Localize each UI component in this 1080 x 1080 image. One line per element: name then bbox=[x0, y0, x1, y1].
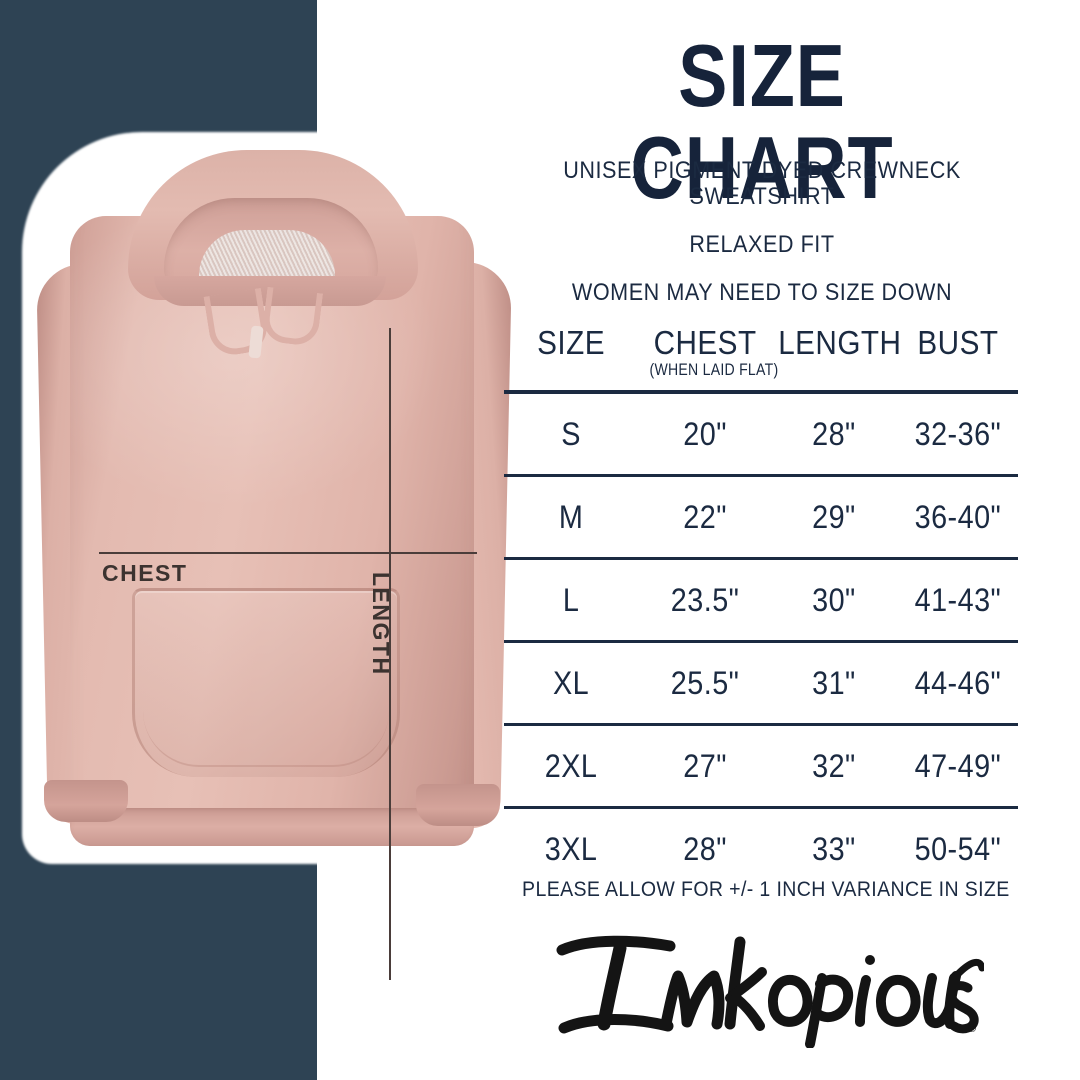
length-measure-label: LENGTH bbox=[368, 572, 394, 676]
table-header-row: SIZE CHEST (WHEN LAID FLAT) LENGTH BUST bbox=[504, 318, 1020, 390]
chart-content: SIZE CHART UNISEX PIGMENT DYED CREWNECK … bbox=[504, 0, 1020, 1080]
row-m-bust: 36-40" bbox=[914, 498, 1002, 535]
table-row: 3XL 28" 33" 50-54" bbox=[504, 809, 1020, 889]
row-3xl-size: 3XL bbox=[544, 830, 598, 867]
subtitle-block: UNISEX PIGMENT DYED CREWNECK SWEATSHIRT … bbox=[504, 158, 1020, 328]
row-m-chest: 22" bbox=[683, 498, 728, 535]
subtitle-advice: WOMEN MAY NEED TO SIZE DOWN bbox=[571, 279, 953, 306]
subtitle-fit: RELAXED FIT bbox=[689, 231, 835, 258]
brand-logo: ® Inkopious bbox=[544, 928, 984, 1048]
table-rule-header bbox=[504, 390, 1018, 394]
header-chest-label: CHEST bbox=[653, 324, 757, 361]
row-l-size: L bbox=[562, 581, 580, 618]
variance-note: PLEASE ALLOW FOR +/- 1 INCH VARIANCE IN … bbox=[522, 878, 1010, 901]
subtitle-product: UNISEX PIGMENT DYED CREWNECK SWEATSHIRT bbox=[563, 157, 961, 210]
neck-band bbox=[154, 276, 386, 306]
table-rule-4 bbox=[504, 723, 1018, 726]
product-photo: CHEST LENGTH bbox=[14, 128, 539, 980]
hoodie-illustration bbox=[36, 144, 512, 852]
table-row: S 20" 28" 32-36" bbox=[504, 394, 1020, 474]
row-2xl-length: 32" bbox=[812, 747, 857, 784]
row-xl-size: XL bbox=[553, 664, 590, 701]
row-l-chest: 23.5" bbox=[670, 581, 740, 618]
row-m-size: M bbox=[558, 498, 584, 535]
table-rule-2 bbox=[504, 557, 1018, 560]
row-xl-bust: 44-46" bbox=[914, 664, 1002, 701]
length-measure-line bbox=[389, 328, 391, 980]
row-2xl-bust: 47-49" bbox=[914, 747, 1002, 784]
table-row: L 23.5" 30" 41-43" bbox=[504, 560, 1020, 640]
cuff-left bbox=[44, 780, 128, 822]
cuff-right bbox=[416, 784, 500, 826]
row-xl-chest: 25.5" bbox=[670, 664, 740, 701]
kangaroo-pocket bbox=[132, 588, 400, 777]
table-row: M 22" 29" 36-40" bbox=[504, 477, 1020, 557]
row-3xl-length: 33" bbox=[812, 830, 857, 867]
chest-measure-line bbox=[99, 552, 477, 554]
chest-measure-label: CHEST bbox=[102, 560, 188, 586]
header-chest: CHEST (WHEN LAID FLAT) bbox=[645, 318, 779, 379]
table-row: 2XL 27" 32" 47-49" bbox=[504, 726, 1020, 806]
garment-body bbox=[70, 216, 474, 846]
page-title: SIZE CHART bbox=[630, 26, 894, 217]
registered-trademark-symbol: ® bbox=[968, 1023, 976, 1035]
table-rule-5 bbox=[504, 806, 1018, 809]
table-rule-3 bbox=[504, 640, 1018, 643]
size-table: SIZE CHEST (WHEN LAID FLAT) LENGTH BUST … bbox=[504, 318, 1020, 889]
row-s-bust: 32-36" bbox=[914, 415, 1002, 452]
table-rule-1 bbox=[504, 474, 1018, 477]
row-3xl-chest: 28" bbox=[683, 830, 728, 867]
hem-band bbox=[70, 808, 474, 846]
row-l-bust: 41-43" bbox=[914, 581, 1002, 618]
header-chest-subnote: (WHEN LAID FLAT) bbox=[649, 360, 779, 379]
header-size: SIZE bbox=[537, 324, 605, 361]
header-bust: BUST bbox=[917, 324, 999, 361]
pocket-seam bbox=[143, 599, 389, 767]
row-3xl-bust: 50-54" bbox=[914, 830, 1002, 867]
row-l-length: 30" bbox=[812, 581, 857, 618]
row-s-size: S bbox=[561, 415, 581, 452]
row-s-length: 28" bbox=[812, 415, 857, 452]
row-xl-length: 31" bbox=[812, 664, 857, 701]
row-2xl-chest: 27" bbox=[683, 747, 728, 784]
table-row: XL 25.5" 31" 44-46" bbox=[504, 643, 1020, 723]
row-s-chest: 20" bbox=[683, 415, 728, 452]
row-2xl-size: 2XL bbox=[544, 747, 598, 784]
header-length: LENGTH bbox=[778, 324, 902, 361]
row-m-length: 29" bbox=[812, 498, 857, 535]
